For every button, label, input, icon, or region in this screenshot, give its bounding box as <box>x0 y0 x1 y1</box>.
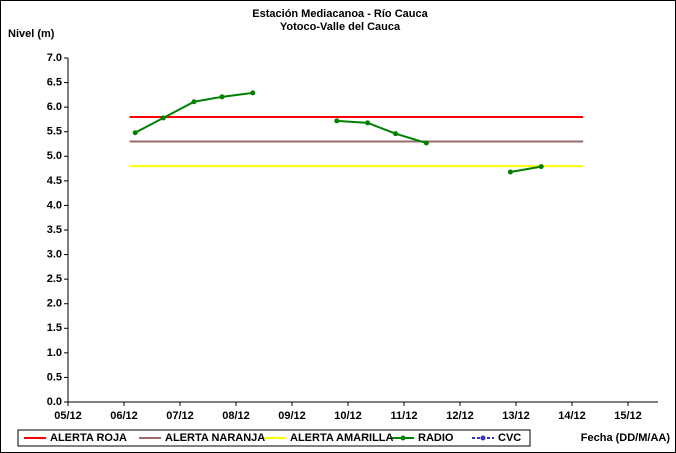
y-tick-label: 3.5 <box>47 224 62 236</box>
y-axis-label: Nivel (m) <box>8 28 55 40</box>
legend-marker <box>400 435 406 441</box>
x-tick-label: 05/12 <box>54 410 82 422</box>
legend-label: ALERTA ROJA <box>50 432 127 444</box>
point <box>334 118 340 124</box>
y-tick-label: 7.0 <box>47 52 62 64</box>
x-tick-label: 13/12 <box>502 410 530 422</box>
y-tick-label: 2.0 <box>47 298 62 310</box>
point <box>132 130 138 136</box>
point <box>160 115 166 121</box>
point <box>250 90 256 96</box>
y-tick-label: 1.5 <box>47 322 62 334</box>
point <box>538 164 544 170</box>
x-tick-label: 08/12 <box>222 410 250 422</box>
legend-marker <box>480 435 486 441</box>
point <box>423 140 429 146</box>
y-tick-label: 5.0 <box>47 150 62 162</box>
y-tick-label: 0.5 <box>47 371 62 383</box>
legend-label: CVC <box>498 432 521 444</box>
y-tick-label: 4.0 <box>47 199 62 211</box>
y-tick-label: 2.5 <box>47 273 62 285</box>
x-tick-label: 10/12 <box>334 410 362 422</box>
point <box>507 169 513 175</box>
y-tick-label: 3.0 <box>47 248 62 260</box>
chart-subtitle: Yotoco-Valle del Cauca <box>280 21 401 33</box>
x-tick-label: 14/12 <box>558 410 586 422</box>
point <box>365 120 371 126</box>
point <box>393 131 399 137</box>
chart-title: Estación Mediacanoa - Río Cauca <box>252 8 428 20</box>
y-tick-label: 5.5 <box>47 126 62 138</box>
x-tick-label: 15/12 <box>614 410 642 422</box>
point <box>191 99 197 105</box>
point <box>219 94 225 100</box>
legend-label: ALERTA NARANJA <box>165 432 265 444</box>
x-axis-label: Fecha (DD/M/AA) <box>581 432 671 444</box>
y-tick-label: 6.5 <box>47 76 62 88</box>
legend-label: ALERTA AMARILLA <box>290 432 394 444</box>
x-tick-label: 12/12 <box>446 410 474 422</box>
y-tick-label: 1.0 <box>47 347 62 359</box>
x-tick-label: 09/12 <box>278 410 306 422</box>
y-tick-label: 0.0 <box>47 396 62 408</box>
x-tick-label: 06/12 <box>110 410 138 422</box>
y-tick-label: 4.5 <box>47 175 62 187</box>
x-tick-label: 11/12 <box>391 410 418 422</box>
legend-label: RADIO <box>418 432 454 444</box>
y-tick-label: 6.0 <box>47 101 62 113</box>
x-tick-label: 07/12 <box>166 410 194 422</box>
